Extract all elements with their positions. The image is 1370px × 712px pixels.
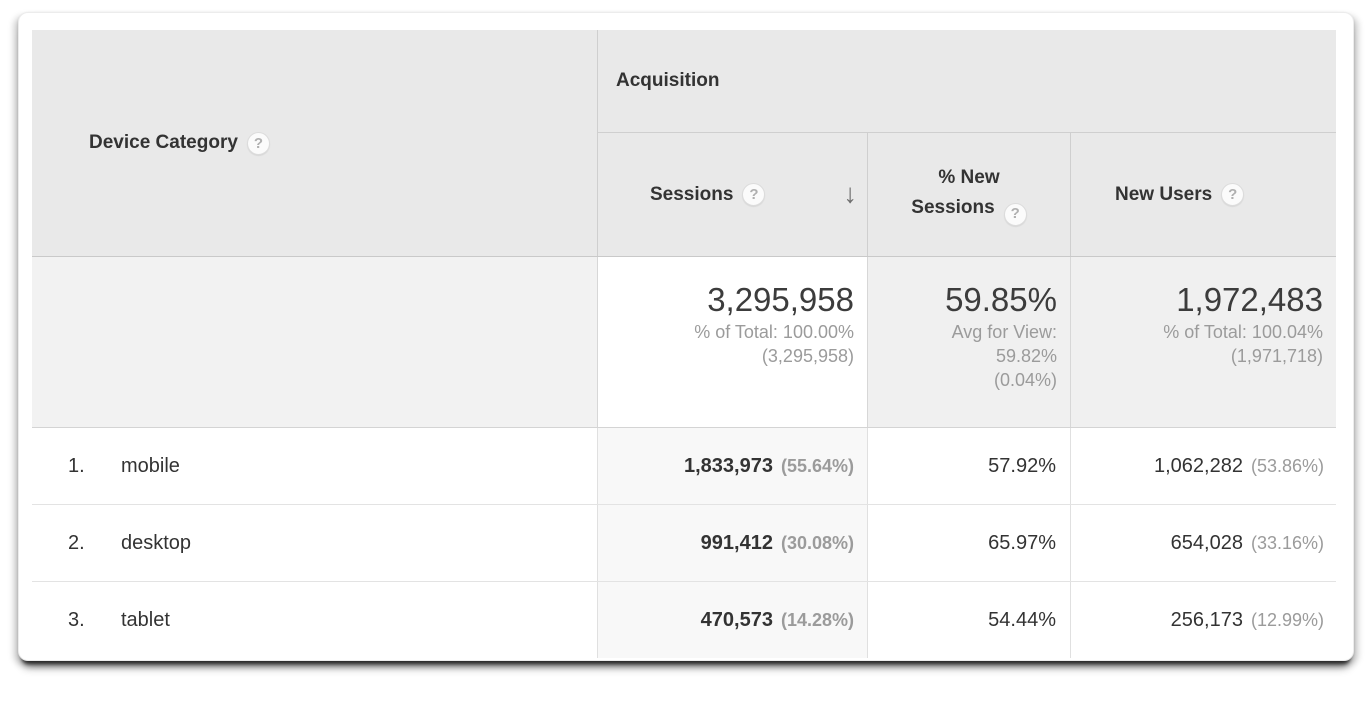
dimension-cell: 3. tablet bbox=[32, 582, 597, 658]
pct-new-sessions-help-icon[interactable]: ? bbox=[1003, 202, 1027, 226]
row-number: 1. bbox=[68, 454, 85, 477]
column-header-sessions[interactable]: Sessions ? ↓ bbox=[597, 133, 867, 256]
dimension-cell: 2. desktop bbox=[32, 505, 597, 581]
pct-new-sessions-header-label: % New Sessions? bbox=[911, 163, 1027, 226]
new-users-cell: 1,062,282 (53.86%) bbox=[1070, 428, 1336, 504]
new-users-value: 654,028 bbox=[1170, 531, 1243, 554]
sessions-percent: (55.64%) bbox=[780, 455, 854, 476]
pct-new-sessions-cell: 57.92% bbox=[867, 428, 1070, 504]
analytics-table-card: Device Category ? Acquisition Sessions ?… bbox=[18, 12, 1354, 661]
sessions-cell: 470,573 (14.28%) bbox=[597, 582, 867, 658]
pct-new-sessions-total-subtext: Avg for View: 59.82% (0.04%) bbox=[951, 322, 1057, 390]
table-header: Device Category ? Acquisition Sessions ?… bbox=[32, 30, 1336, 257]
acquisition-header-label: Acquisition bbox=[616, 70, 720, 91]
table-row: 3. tablet 470,573 (14.28%) 54.44% 256,17… bbox=[32, 582, 1336, 658]
sessions-cell: 991,412 (30.08%) bbox=[597, 505, 867, 581]
totals-pct-new-sessions-cell: 59.85% Avg for View: 59.82% (0.04%) bbox=[867, 257, 1070, 427]
new-users-percent: (33.16%) bbox=[1250, 532, 1324, 553]
device-category-link-tablet[interactable]: tablet bbox=[121, 608, 170, 631]
device-category-link-desktop[interactable]: desktop bbox=[121, 531, 192, 554]
table-row: 2. desktop 991,412 (30.08%) 65.97% 654,0… bbox=[32, 505, 1336, 582]
device-category-link-mobile[interactable]: mobile bbox=[121, 454, 180, 477]
sessions-help-icon[interactable]: ? bbox=[742, 183, 766, 206]
column-header-pct-new-sessions[interactable]: % New Sessions? bbox=[867, 133, 1070, 256]
pct-new-sessions-value: 57.92% bbox=[988, 454, 1056, 477]
totals-new-users-cell: 1,972,483 % of Total: 100.04% (1,971,718… bbox=[1070, 257, 1336, 427]
row-number: 3. bbox=[68, 608, 85, 631]
totals-sessions-cell: 3,295,958 % of Total: 100.00% (3,295,958… bbox=[597, 257, 867, 427]
row-number: 2. bbox=[68, 531, 85, 554]
sessions-value: 1,833,973 bbox=[683, 454, 773, 477]
new-users-total-subtext: % of Total: 100.04% (1,971,718) bbox=[1163, 322, 1323, 366]
column-header-new-users[interactable]: New Users ? bbox=[1070, 133, 1336, 256]
pct-new-sessions-value: 65.97% bbox=[988, 531, 1056, 554]
sessions-header-label: Sessions bbox=[650, 183, 734, 205]
sessions-total-subtext: % of Total: 100.00% (3,295,958) bbox=[694, 322, 854, 366]
group-header-acquisition: Acquisition bbox=[597, 30, 1336, 133]
pct-new-sessions-cell: 54.44% bbox=[867, 582, 1070, 658]
table-row: 1. mobile 1,833,973 (55.64%) 57.92% 1,06… bbox=[32, 428, 1336, 505]
new-users-total-value: 1,972,483 bbox=[1176, 281, 1323, 318]
device-category-header-label: Device Category bbox=[89, 132, 238, 153]
new-users-cell: 654,028 (33.16%) bbox=[1070, 505, 1336, 581]
new-users-header-label: New Users bbox=[1115, 183, 1213, 205]
sessions-cell: 1,833,973 (55.64%) bbox=[597, 428, 867, 504]
totals-dimension-cell bbox=[32, 257, 597, 427]
new-users-cell: 256,173 (12.99%) bbox=[1070, 582, 1336, 658]
new-users-percent: (12.99%) bbox=[1250, 609, 1324, 630]
sessions-value: 470,573 bbox=[700, 608, 773, 631]
sessions-percent: (14.28%) bbox=[780, 609, 854, 630]
pct-new-sessions-value: 54.44% bbox=[988, 608, 1056, 631]
pct-new-sessions-total-value: 59.85% bbox=[945, 281, 1057, 318]
dimension-cell: 1. mobile bbox=[32, 428, 597, 504]
totals-row: 3,295,958 % of Total: 100.00% (3,295,958… bbox=[32, 257, 1336, 428]
sort-descending-icon[interactable]: ↓ bbox=[843, 177, 858, 208]
pct-new-sessions-cell: 65.97% bbox=[867, 505, 1070, 581]
column-header-device-category[interactable]: Device Category ? bbox=[32, 30, 597, 256]
sessions-percent: (30.08%) bbox=[780, 532, 854, 553]
new-users-help-icon[interactable]: ? bbox=[1221, 183, 1245, 206]
new-users-value: 1,062,282 bbox=[1153, 454, 1243, 477]
sessions-total-value: 3,295,958 bbox=[707, 281, 854, 318]
sessions-value: 991,412 bbox=[700, 531, 773, 554]
new-users-value: 256,173 bbox=[1170, 608, 1243, 631]
device-category-help-icon[interactable]: ? bbox=[246, 131, 270, 155]
device-category-table: Device Category ? Acquisition Sessions ?… bbox=[32, 30, 1336, 658]
new-users-percent: (53.86%) bbox=[1250, 455, 1324, 476]
